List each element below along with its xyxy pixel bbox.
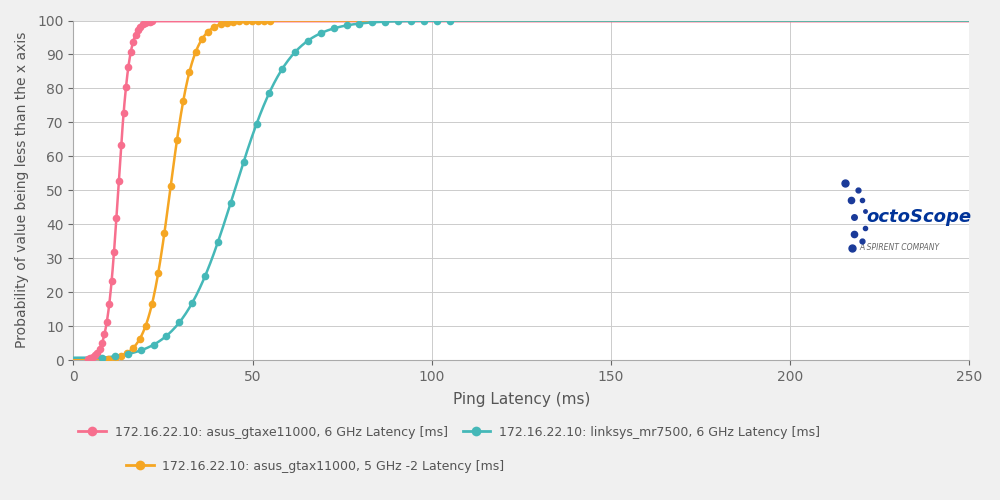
Text: octoScope: octoScope: [866, 208, 971, 226]
Text: A SPIRENT COMPANY: A SPIRENT COMPANY: [860, 244, 940, 252]
Legend: 172.16.22.10: asus_gtax11000, 5 GHz -2 Latency [ms]: 172.16.22.10: asus_gtax11000, 5 GHz -2 L…: [121, 455, 509, 478]
X-axis label: Ping Latency (ms): Ping Latency (ms): [453, 392, 590, 407]
Y-axis label: Probability of value being less than the x axis: Probability of value being less than the…: [15, 32, 29, 348]
